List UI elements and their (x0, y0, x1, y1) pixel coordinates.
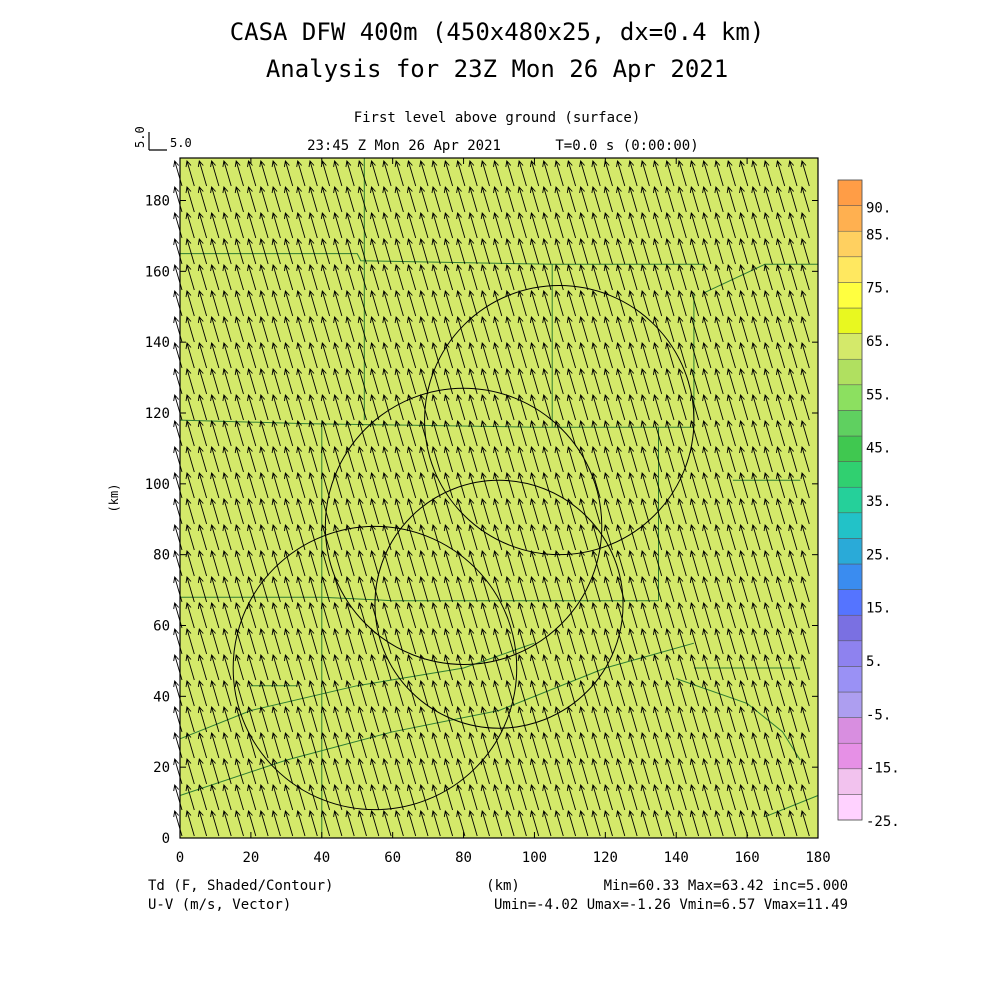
y-tick-label: 60 (153, 619, 170, 635)
colorbar-segment (837, 486, 863, 514)
colorbar-label: 65. (866, 334, 891, 350)
colorbar-label: 90. (866, 201, 891, 217)
plot-area (173, 157, 819, 839)
colorbar-segment (837, 307, 863, 334)
plot-frame (179, 157, 819, 839)
y-tick-label: 100 (145, 477, 170, 493)
colorbar-segment (837, 384, 863, 411)
colorbar-label: 35. (866, 494, 891, 510)
level-label: First level above ground (surface) (354, 110, 641, 126)
y-tick-label: 80 (153, 548, 170, 564)
colorbar-label: 75. (866, 281, 891, 297)
county-line (676, 678, 801, 761)
colorbar-segment (837, 614, 863, 642)
x-axis-label: (km) (486, 878, 520, 894)
y-tick-label: 180 (145, 194, 170, 210)
reference-vector-axis-label: 5.0 (133, 126, 147, 148)
y-tick-label: 120 (145, 406, 170, 422)
colorbar-segment (837, 410, 863, 437)
x-tick-label: 180 (805, 850, 830, 866)
field-label: Td (F, Shaded/Contour) (148, 878, 333, 894)
x-axis: 0 20 40 60 80 100 120 140 160 180 (176, 158, 831, 866)
colorbar-segment (837, 461, 863, 488)
x-tick-label: 100 (522, 850, 547, 866)
county-line (764, 795, 819, 818)
model-time-label: T=0.0 s (0:00:00) (555, 138, 698, 154)
colorbar-segment (837, 358, 863, 386)
colorbar-segment (837, 435, 863, 462)
y-axis-label: (km) (107, 484, 121, 513)
x-tick-label: 160 (734, 850, 759, 866)
reference-vector: 5.0 5.0 (133, 126, 192, 151)
colorbar-segment (837, 794, 863, 821)
stats-line-1: Min=60.33 Max=63.42 inc=5.000 (604, 878, 848, 894)
x-tick-label: 40 (313, 850, 330, 866)
chart-title: CASA DFW 400m (450x480x25, dx=0.4 km) (230, 18, 765, 46)
colorbar-label: 5. (866, 654, 883, 670)
colorbar-label: -5. (866, 707, 891, 723)
stats-line-2: Umin=-4.02 Umax=-1.26 Vmin=6.57 Vmax=11.… (494, 897, 848, 913)
colorbar-segment (837, 333, 863, 360)
y-tick-label: 140 (145, 335, 170, 351)
range-ring (232, 525, 518, 811)
range-ring (374, 479, 624, 729)
colorbar-segment (837, 230, 863, 258)
x-tick-label: 0 (176, 850, 184, 866)
colorbar-segment (837, 640, 863, 667)
y-tick-label: 20 (153, 760, 170, 776)
colorbar-segment (837, 179, 863, 206)
reference-vector-value-label: 5.0 (170, 136, 192, 150)
y-tick-label: 160 (145, 264, 170, 280)
county-line (179, 419, 694, 428)
colorbar-segment (837, 691, 863, 718)
colorbar-segment (837, 282, 863, 309)
county-line (180, 253, 705, 265)
colorbar-frame (837, 179, 863, 821)
y-tick-label: 40 (153, 689, 170, 705)
colorbar-segment (837, 512, 863, 539)
field-shading (180, 158, 818, 838)
colorbar-label: 15. (866, 601, 891, 617)
colorbar-segment (837, 205, 863, 232)
colorbar-segment (837, 538, 863, 565)
x-tick-label: 20 (242, 850, 259, 866)
y-tick-label: 0 (162, 831, 170, 847)
colorbar-label: 25. (866, 547, 891, 563)
y-axis: 0 20 40 60 80 100 120 140 160 180 (145, 194, 818, 847)
x-tick-label: 60 (384, 850, 401, 866)
x-tick-label: 140 (664, 850, 689, 866)
wind-vector-arrows (173, 159, 810, 837)
x-tick-label: 120 (593, 850, 618, 866)
colorbar-label: -25. (866, 814, 900, 830)
colorbar-label: 85. (866, 227, 891, 243)
chart-subtitle: Analysis for 23Z Mon 26 Apr 2021 (266, 55, 728, 83)
colorbar-segment (837, 717, 863, 744)
time-label: 23:45 Z Mon 26 Apr 2021 (307, 138, 501, 154)
colorbar-label: 55. (866, 387, 891, 403)
colorbar-labels: 90. 85. 75. 65. 55. 45. 35. 25. 15. 5. -5. -15. -25. (866, 201, 900, 830)
colorbar (837, 179, 863, 821)
colorbar-segment (837, 256, 863, 283)
vector-label: U-V (m/s, Vector) (148, 897, 291, 913)
colorbar-segment (837, 589, 863, 616)
colorbar-segment (837, 666, 863, 693)
colorbar-segment (837, 563, 863, 590)
colorbar-label: 45. (866, 441, 891, 457)
wind-vectors (173, 159, 810, 837)
colorbar-segment (837, 742, 863, 770)
colorbar-label: -15. (866, 761, 900, 777)
colorbar-segment (837, 768, 863, 795)
x-tick-label: 80 (455, 850, 472, 866)
